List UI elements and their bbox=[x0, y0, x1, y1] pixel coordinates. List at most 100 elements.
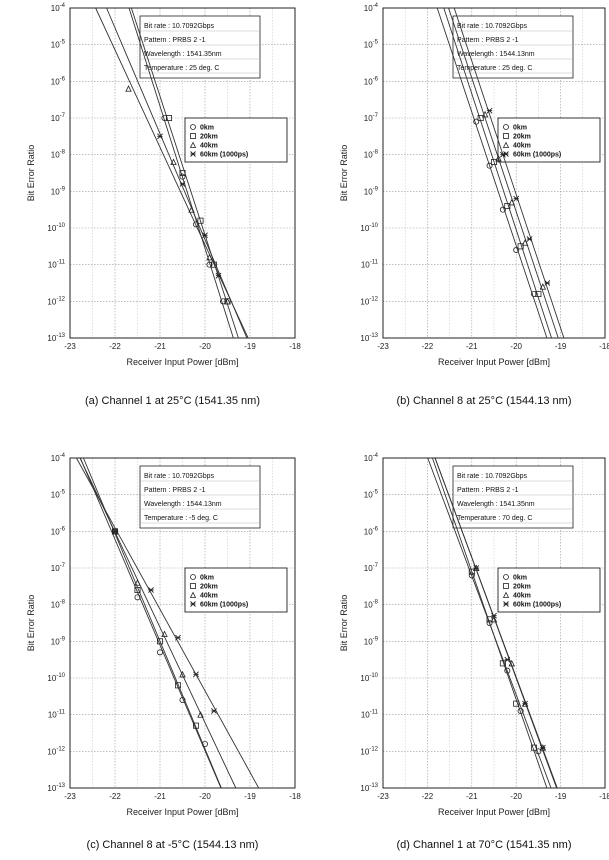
data-point bbox=[190, 601, 196, 607]
chart-panel-3: -23 -22 -21 -20 -19 -18 10-13 10-12 10-11 10-10 10… bbox=[26, 453, 301, 851]
data-point bbox=[530, 744, 537, 751]
x-tick-label: -21 bbox=[154, 342, 166, 351]
data-point bbox=[190, 133, 196, 139]
info-line: Pattern : PRBS 2 -1 bbox=[144, 37, 206, 44]
y-tick-label: 10-5 bbox=[51, 40, 66, 50]
y-tick-label: 10-8 bbox=[51, 150, 66, 160]
data-point bbox=[503, 124, 509, 130]
y-tick-label: 10-10 bbox=[360, 673, 378, 683]
legend-entry: 60km (1000ps) bbox=[513, 602, 561, 609]
info-box bbox=[452, 15, 574, 79]
y-tick-label: 10-4 bbox=[364, 3, 379, 13]
y-tick-label: 10-10 bbox=[47, 673, 65, 683]
plot-frame bbox=[382, 457, 606, 789]
data-point bbox=[490, 158, 497, 165]
y-tick-label: 10-7 bbox=[51, 563, 66, 573]
y-tick-label: 10-7 bbox=[364, 113, 379, 123]
data-point bbox=[165, 115, 172, 122]
legend-entry: 60km (1000ps) bbox=[200, 602, 248, 609]
x-tick-label: -20 bbox=[510, 342, 522, 351]
y-tick-label: 10-5 bbox=[51, 490, 66, 500]
legend-box bbox=[497, 567, 601, 613]
data-point bbox=[539, 744, 546, 751]
legend-box bbox=[497, 117, 601, 163]
data-point bbox=[211, 708, 217, 714]
x-tick-label: -19 bbox=[244, 342, 256, 351]
data-point bbox=[210, 261, 217, 268]
data-point bbox=[156, 638, 163, 645]
y-tick-label: 10-4 bbox=[51, 453, 66, 463]
data-point bbox=[535, 290, 542, 297]
data-point bbox=[473, 118, 480, 125]
data-point bbox=[491, 612, 497, 619]
legend-entry: 20km bbox=[513, 134, 531, 141]
y-tick-label: 10-9 bbox=[364, 636, 379, 646]
y-axis-label: Bit Error Ratio bbox=[339, 145, 349, 202]
data-point bbox=[148, 587, 154, 593]
series-line bbox=[95, 7, 249, 339]
y-tick-label: 10-11 bbox=[361, 260, 379, 270]
y-tick-label: 10-13 bbox=[360, 333, 378, 343]
x-tick-label: -18 bbox=[289, 792, 301, 801]
data-point bbox=[499, 206, 506, 213]
data-point bbox=[513, 195, 520, 202]
x-tick-label: -22 bbox=[109, 792, 121, 801]
data-point bbox=[134, 579, 141, 586]
x-tick-label: -23 bbox=[64, 792, 76, 801]
data-point bbox=[156, 649, 163, 656]
info-line: Bit rate : 10.7092Gbps bbox=[144, 23, 215, 30]
data-point bbox=[193, 671, 199, 678]
y-tick-label: 10-12 bbox=[47, 746, 65, 756]
y-tick-label: 10-7 bbox=[364, 563, 379, 573]
series-line bbox=[79, 457, 237, 789]
info-box bbox=[452, 465, 574, 529]
data-point bbox=[530, 290, 537, 297]
y-axis-label: Bit Error Ratio bbox=[26, 145, 36, 202]
data-point bbox=[486, 162, 493, 169]
x-axis-label: Receiver Input Power [dBm] bbox=[438, 357, 550, 367]
info-line: Pattern : PRBS 2 -1 bbox=[457, 487, 519, 494]
x-tick-label: -19 bbox=[555, 342, 567, 351]
data-point bbox=[473, 565, 480, 571]
data-point bbox=[134, 587, 141, 594]
data-point bbox=[179, 181, 186, 187]
info-box bbox=[139, 15, 261, 79]
data-point bbox=[539, 283, 547, 290]
data-point bbox=[522, 700, 528, 707]
y-tick-label: 10-13 bbox=[47, 783, 65, 793]
data-point bbox=[197, 711, 204, 718]
x-tick-label: -21 bbox=[466, 792, 478, 801]
info-line: Wavelength : 1541.35nm bbox=[144, 51, 222, 58]
x-tick-label: -21 bbox=[466, 342, 478, 351]
y-tick-label: 10-12 bbox=[360, 296, 378, 306]
series-line bbox=[443, 7, 552, 339]
x-tick-label: -19 bbox=[244, 792, 256, 801]
data-point bbox=[521, 239, 529, 246]
data-point bbox=[502, 141, 510, 148]
info-line: Wavelength : 1544.13nm bbox=[457, 51, 535, 58]
y-tick-label: 10-5 bbox=[364, 490, 379, 500]
legend-entry: 20km bbox=[200, 584, 218, 591]
y-tick-label: 10-10 bbox=[47, 223, 65, 233]
data-point bbox=[513, 700, 520, 707]
legend-entry: 20km bbox=[200, 134, 218, 141]
x-tick-label: -22 bbox=[109, 342, 121, 351]
series-line bbox=[448, 7, 559, 339]
data-point bbox=[504, 656, 511, 663]
data-point bbox=[190, 583, 196, 589]
chart-panel-4: -23 -22 -21 -20 -19 -18 10-13 10-12 10-11 10-10 10… bbox=[339, 453, 609, 851]
info-line: Temperature : 25 deg. C bbox=[144, 65, 220, 72]
legend-entry: 0km bbox=[513, 575, 527, 582]
x-tick-label: -20 bbox=[510, 792, 522, 801]
data-point bbox=[206, 261, 213, 268]
y-tick-label: 10-9 bbox=[364, 186, 379, 196]
y-tick-label: 10-4 bbox=[51, 3, 66, 13]
y-tick-label: 10-6 bbox=[51, 526, 66, 536]
data-point bbox=[179, 697, 186, 704]
info-line: Bit rate : 10.7092Gbps bbox=[457, 473, 528, 480]
legend-box bbox=[184, 117, 288, 163]
y-tick-label: 10-5 bbox=[364, 40, 379, 50]
data-point bbox=[504, 202, 511, 209]
data-point bbox=[125, 85, 132, 92]
